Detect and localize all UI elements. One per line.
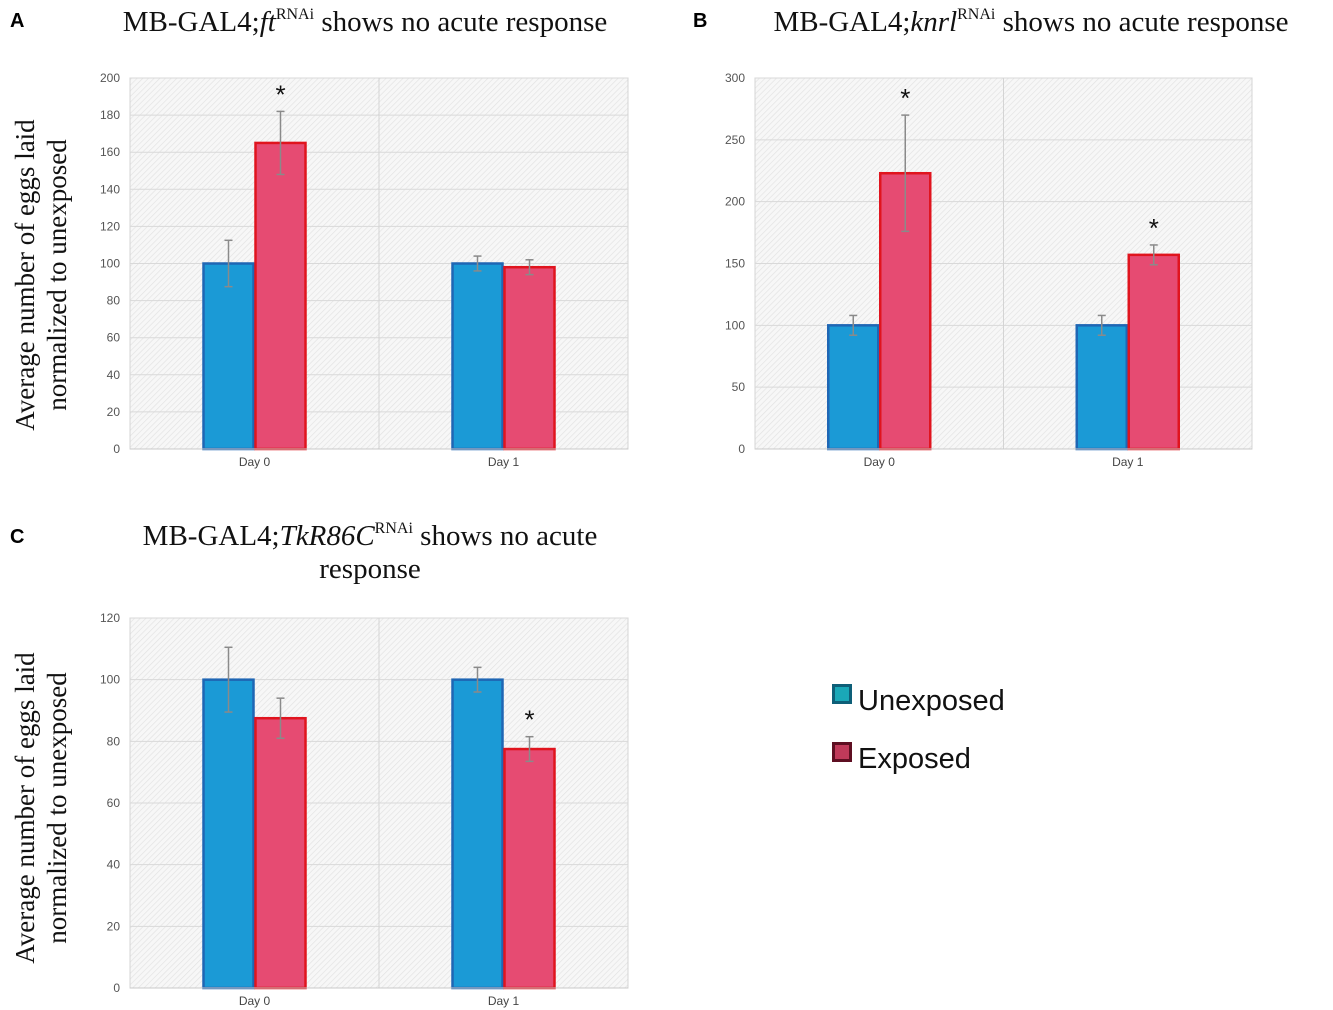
y-tick-label: 0 xyxy=(738,442,745,456)
title-gene: knrl xyxy=(910,6,958,38)
x-tick-label: Day 1 xyxy=(488,455,520,469)
y-tick-label: 200 xyxy=(725,195,745,209)
y-tick-label: 20 xyxy=(107,405,121,419)
y-tick-label: 300 xyxy=(725,71,745,85)
y-tick-label: 200 xyxy=(100,71,120,85)
y-tick-label: 20 xyxy=(107,919,121,933)
legend-swatch-exposed xyxy=(832,742,852,762)
legend-label-unexposed: Unexposed xyxy=(858,684,1005,717)
legend-label-exposed: Exposed xyxy=(858,742,971,775)
legend-item-unexposed: Unexposed xyxy=(832,672,1005,730)
bar-unexposed xyxy=(202,678,255,990)
legend-item-exposed: Exposed xyxy=(832,730,1005,788)
bar-unexposed xyxy=(202,262,255,451)
title-prefix: MB-GAL4; xyxy=(142,520,280,552)
legend-swatch-unexposed xyxy=(832,684,852,704)
chart-title: MB-GAL4;ftRNAi shows no acute response xyxy=(70,6,660,39)
x-tick-label: Day 0 xyxy=(239,994,271,1008)
panel-letter: B xyxy=(693,10,708,32)
y-tick-label: 140 xyxy=(100,182,120,196)
x-tick-label: Day 1 xyxy=(1112,455,1144,469)
y-tick-label: 0 xyxy=(113,442,120,456)
bar-exposed xyxy=(254,141,307,451)
bar-unexposed xyxy=(1075,324,1128,451)
title-prefix: MB-GAL4; xyxy=(773,6,911,38)
x-tick-label: Day 0 xyxy=(239,455,271,469)
y-tick-label: 120 xyxy=(100,219,120,233)
y-tick-label: 150 xyxy=(725,257,745,271)
title-gene: ft xyxy=(259,6,276,38)
chart-title: MB-GAL4;knrlRNAi shows no acute response xyxy=(733,6,1329,39)
bar-exposed xyxy=(503,747,556,990)
significance-star: * xyxy=(1149,213,1159,243)
bar-unexposed xyxy=(451,262,504,451)
bar-exposed xyxy=(503,265,556,451)
y-tick-label: 100 xyxy=(725,318,745,332)
panel-letter: A xyxy=(10,10,25,32)
y-tick-label: 100 xyxy=(100,257,120,271)
y-tick-label: 0 xyxy=(113,981,120,995)
x-tick-label: Day 1 xyxy=(488,994,520,1008)
y-tick-label: 120 xyxy=(100,611,120,625)
title-suffix: shows no acute response xyxy=(995,6,1289,38)
y-tick-label: 80 xyxy=(107,734,121,748)
y-tick-label: 250 xyxy=(725,133,745,147)
title-superscript: RNAi xyxy=(275,6,315,23)
y-tick-label: 60 xyxy=(107,796,121,810)
bar-unexposed xyxy=(827,324,880,451)
title-suffix: shows no acute response xyxy=(314,6,608,38)
y-tick-label: 80 xyxy=(107,294,121,308)
y-tick-label: 50 xyxy=(732,380,746,394)
panel-letter: C xyxy=(10,526,25,548)
y-tick-label: 60 xyxy=(107,331,121,345)
y-tick-label: 180 xyxy=(100,108,120,122)
title-superscript: RNAi xyxy=(957,6,996,23)
y-tick-label: 40 xyxy=(107,858,121,872)
bar-unexposed xyxy=(451,678,504,990)
legend: Unexposed Exposed xyxy=(832,672,1005,788)
significance-star: * xyxy=(275,79,285,109)
significance-star: * xyxy=(524,705,534,735)
y-tick-label: 160 xyxy=(100,145,120,159)
bar-exposed xyxy=(254,716,307,990)
significance-star: * xyxy=(900,83,910,113)
chart-title: MB-GAL4;TkR86CRNAi shows no acute respon… xyxy=(100,520,640,587)
title-gene: TkR86C xyxy=(279,520,375,552)
title-prefix: MB-GAL4; xyxy=(122,6,260,38)
title-superscript: RNAi xyxy=(374,520,413,537)
x-tick-label: Day 0 xyxy=(864,455,896,469)
y-tick-label: 100 xyxy=(100,673,120,687)
title-suffix: shows no acute response xyxy=(319,520,598,586)
y-tick-label: 40 xyxy=(107,368,121,382)
